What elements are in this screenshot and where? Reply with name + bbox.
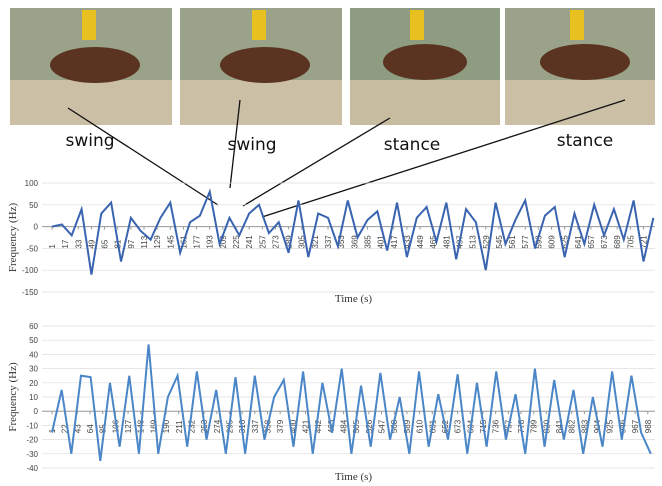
x-tick-label: 211 [175, 420, 184, 433]
photos [10, 8, 655, 125]
x-tick-label: 609 [547, 235, 556, 249]
x-tick-label: 385 [363, 235, 372, 249]
y-tick-label: 30 [29, 365, 38, 374]
photo [180, 8, 342, 125]
y-tick-label: -150 [22, 288, 39, 297]
y-tick-label: -30 [26, 450, 38, 459]
x-tick-label: 97 [127, 239, 136, 248]
x-tick-label: 481 [442, 235, 451, 249]
x-tick-label: 736 [492, 419, 501, 433]
x-tick-label: 17 [61, 239, 70, 248]
y-tick-label: -20 [26, 436, 38, 445]
x-tick-label: 193 [206, 235, 215, 249]
y-axis-title: Frequency (Hz) [7, 362, 19, 432]
y-tick-label: 0 [34, 223, 39, 232]
y-tick-label: -10 [26, 421, 38, 430]
y-tick-label: 0 [34, 407, 39, 416]
y-tick-label: 100 [25, 179, 39, 188]
x-axis-title: Time (s) [335, 471, 373, 483]
y-tick-label: 50 [29, 201, 38, 210]
x-tick-label: 65 [101, 239, 110, 248]
x-axis-title: Time (s) [335, 293, 373, 305]
x-tick-label: 545 [495, 235, 504, 249]
x-tick-label: 449 [416, 235, 425, 249]
photo [350, 8, 500, 125]
y-tick-label: 10 [29, 393, 38, 402]
x-tick-label: 657 [587, 235, 596, 249]
data-line [52, 344, 651, 460]
x-tick-label: 799 [530, 419, 539, 433]
y-tick-label: 40 [29, 350, 38, 359]
phase-label: stance [384, 135, 441, 155]
x-tick-label: 417 [390, 235, 399, 249]
x-tick-label: 177 [193, 235, 202, 249]
x-tick-label: 862 [568, 419, 577, 433]
x-tick-label: 145 [166, 235, 175, 249]
x-tick-label: 379 [276, 419, 285, 433]
x-tick-label: 257 [258, 235, 267, 249]
y-axis-title: Frequency (Hz) [7, 203, 19, 273]
data-line [52, 192, 653, 275]
x-tick-label: 689 [613, 235, 622, 249]
x-tick-label: 610 [416, 419, 425, 433]
y-tick-label: 50 [29, 336, 38, 345]
y-tick-label: 20 [29, 379, 38, 388]
x-tick-label: 337 [251, 419, 260, 433]
y-tick-label: -40 [26, 464, 38, 473]
x-tick-label: 127 [124, 419, 133, 433]
x-tick-label: 64 [86, 424, 95, 433]
x-tick-label: 273 [271, 235, 280, 249]
photo [505, 8, 655, 125]
x-tick-label: 547 [378, 419, 387, 433]
y-tick-label: -100 [22, 266, 39, 275]
x-tick-label: 705 [626, 235, 635, 249]
x-tick-label: 129 [153, 235, 162, 249]
phase-label: stance [557, 131, 614, 151]
x-tick-label: 337 [324, 235, 333, 249]
photo [10, 8, 172, 125]
x-tick-label: 513 [469, 235, 478, 249]
x-tick-label: 241 [245, 235, 254, 249]
x-tick-label: 1 [48, 244, 57, 249]
x-tick-label: 33 [74, 239, 83, 248]
x-tick-label: 577 [521, 235, 530, 249]
y-tick-label: 60 [29, 322, 38, 331]
x-tick-label: 925 [606, 419, 615, 433]
y-tick-label: -50 [26, 244, 38, 253]
x-tick-label: 988 [644, 419, 653, 433]
figure: swing swing stance stance -150-100-50050… [0, 0, 662, 486]
x-tick-label: 673 [454, 419, 463, 433]
